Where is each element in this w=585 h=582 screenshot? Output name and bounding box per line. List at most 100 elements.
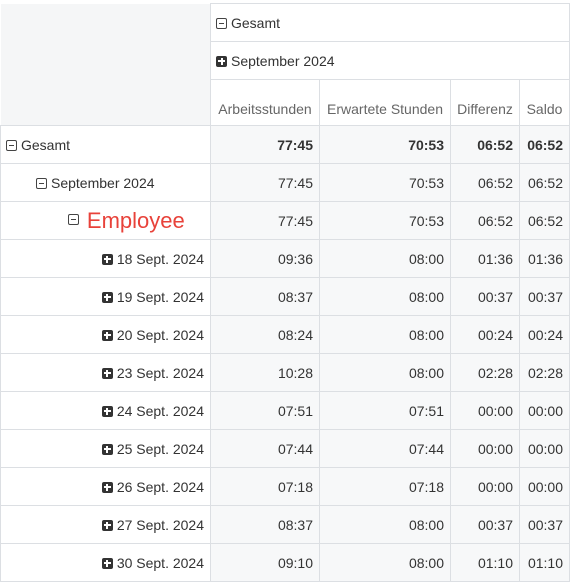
row-day: 27 Sept. 2024 08:37 08:00 00:37 00:37 — [0, 505, 570, 544]
minus-square-icon[interactable] — [68, 214, 79, 226]
row-header-day-label: 18 Sept. 2024 — [116, 250, 204, 267]
cell-differenz: 00:00 — [450, 391, 520, 430]
plus-square-icon[interactable] — [101, 557, 113, 569]
row-header-day[interactable]: 18 Sept. 2024 — [0, 239, 211, 278]
column-header-row-month: September 2024 — [1, 41, 570, 80]
cell-arbeitsstunden: 08:37 — [210, 277, 320, 316]
row-header-day-label: 25 Sept. 2024 — [116, 440, 204, 457]
row-header-day[interactable]: 27 Sept. 2024 — [0, 505, 211, 544]
row-day: 20 Sept. 2024 08:24 08:00 00:24 00:24 — [0, 315, 570, 354]
row-header-employee[interactable]: Employee — [0, 201, 211, 240]
pivot-grid: Gesamt September 2024 Arbeitsstunden Erw… — [0, 3, 570, 582]
row-header-day-label: 26 Sept. 2024 — [116, 478, 204, 495]
cell-erwartete-stunden: 08:00 — [319, 277, 451, 316]
cell-saldo: 00:00 — [519, 391, 570, 430]
col-header-total-label: Gesamt — [231, 14, 281, 31]
cell-erwartete-stunden: 07:18 — [319, 467, 451, 506]
cell-differenz: 00:37 — [450, 277, 520, 316]
cell-saldo: 06:52 — [519, 201, 570, 240]
cell-saldo: 06:52 — [519, 125, 570, 164]
plus-square-icon[interactable] — [101, 443, 113, 455]
cell-saldo: 02:28 — [519, 353, 570, 392]
row-header-day-label: 27 Sept. 2024 — [116, 516, 204, 533]
cell-saldo: 00:24 — [519, 315, 570, 354]
measure-header-erwartete-stunden[interactable]: Erwartete Stunden — [319, 79, 451, 126]
cell-erwartete-stunden: 08:00 — [319, 239, 451, 278]
cell-erwartete-stunden: 70:53 — [319, 163, 451, 202]
plus-square-icon[interactable] — [101, 253, 113, 265]
row-header-day-label: 19 Sept. 2024 — [116, 288, 204, 305]
row-header-month-label: September 2024 — [51, 174, 155, 191]
cell-differenz: 00:24 — [450, 315, 520, 354]
plus-square-icon[interactable] — [101, 519, 113, 531]
row-total: Gesamt 77:45 70:53 06:52 06:52 — [0, 125, 570, 164]
cell-erwartete-stunden: 08:00 — [319, 353, 451, 392]
row-day: 18 Sept. 2024 09:36 08:00 01:36 01:36 — [0, 239, 570, 278]
cell-arbeitsstunden: 77:45 — [210, 125, 320, 164]
plus-square-icon[interactable] — [101, 291, 113, 303]
cell-erwartete-stunden: 07:51 — [319, 391, 451, 430]
cell-arbeitsstunden: 07:18 — [210, 467, 320, 506]
plus-square-icon[interactable] — [101, 329, 113, 341]
cell-erwartete-stunden: 07:44 — [319, 429, 451, 468]
cell-differenz: 06:52 — [450, 125, 520, 164]
cell-saldo: 00:37 — [519, 277, 570, 316]
row-day: 24 Sept. 2024 07:51 07:51 00:00 00:00 — [0, 391, 570, 430]
plus-square-icon[interactable] — [101, 367, 113, 379]
row-header-day[interactable]: 24 Sept. 2024 — [0, 391, 211, 430]
row-header-day-label: 30 Sept. 2024 — [116, 554, 204, 571]
cell-differenz: 02:28 — [450, 353, 520, 392]
plus-square-icon[interactable] — [101, 405, 113, 417]
cell-differenz: 06:52 — [450, 201, 520, 240]
measure-header-differenz[interactable]: Differenz — [450, 79, 520, 126]
cell-differenz: 06:52 — [450, 163, 520, 202]
cell-erwartete-stunden: 70:53 — [319, 201, 451, 240]
col-header-month-label: September 2024 — [231, 52, 335, 69]
row-header-day[interactable]: 23 Sept. 2024 — [0, 353, 211, 392]
cell-arbeitsstunden: 09:36 — [210, 239, 320, 278]
row-day: 25 Sept. 2024 07:44 07:44 00:00 00:00 — [0, 429, 570, 468]
row-header-month[interactable]: September 2024 — [0, 163, 211, 202]
cell-erwartete-stunden: 08:00 — [319, 505, 451, 544]
cell-differenz: 00:00 — [450, 467, 520, 506]
cell-arbeitsstunden: 07:51 — [210, 391, 320, 430]
row-header-day[interactable]: 26 Sept. 2024 — [0, 467, 211, 506]
cell-arbeitsstunden: 10:28 — [210, 353, 320, 392]
row-header-day[interactable]: 19 Sept. 2024 — [0, 277, 211, 316]
cell-arbeitsstunden: 77:45 — [210, 201, 320, 240]
cell-saldo: 00:37 — [519, 505, 570, 544]
row-header-day[interactable]: 20 Sept. 2024 — [0, 315, 211, 354]
plus-square-icon[interactable] — [101, 481, 113, 493]
plus-square-icon[interactable] — [216, 55, 227, 67]
row-header-total[interactable]: Gesamt — [0, 125, 211, 164]
row-employee: Employee 77:45 70:53 06:52 06:52 — [0, 201, 570, 240]
cell-differenz: 00:37 — [450, 505, 520, 544]
col-header-total[interactable]: Gesamt — [210, 3, 570, 42]
column-header-row-total: Gesamt — [0, 3, 570, 126]
cell-erwartete-stunden: 70:53 — [319, 125, 451, 164]
row-day: 23 Sept. 2024 10:28 08:00 02:28 02:28 — [0, 353, 570, 392]
row-header-day-label: 20 Sept. 2024 — [116, 326, 204, 343]
row-header-day-label: 23 Sept. 2024 — [116, 364, 204, 381]
row-day: 26 Sept. 2024 07:18 07:18 00:00 00:00 — [0, 467, 570, 506]
cell-differenz: 00:00 — [450, 429, 520, 468]
cell-arbeitsstunden: 77:45 — [210, 163, 320, 202]
row-day: 19 Sept. 2024 08:37 08:00 00:37 00:37 — [0, 277, 570, 316]
cell-arbeitsstunden: 08:24 — [210, 315, 320, 354]
cell-arbeitsstunden: 07:44 — [210, 429, 320, 468]
col-header-month[interactable]: September 2024 — [210, 41, 570, 80]
row-header-day-label: 24 Sept. 2024 — [116, 402, 204, 419]
measure-header-arbeitsstunden[interactable]: Arbeitsstunden — [210, 79, 320, 126]
row-header-day[interactable]: 25 Sept. 2024 — [0, 429, 211, 468]
minus-square-icon[interactable] — [36, 177, 47, 189]
minus-square-icon[interactable] — [216, 17, 227, 29]
measure-header-saldo[interactable]: Saldo — [519, 79, 570, 126]
cell-erwartete-stunden: 08:00 — [319, 315, 451, 354]
corner-cell — [0, 3, 211, 126]
row-header-total-label: Gesamt — [21, 136, 71, 153]
minus-square-icon[interactable] — [6, 139, 17, 151]
cell-differenz: 01:36 — [450, 239, 520, 278]
cell-saldo: 01:36 — [519, 239, 570, 278]
cell-saldo: 06:52 — [519, 163, 570, 202]
